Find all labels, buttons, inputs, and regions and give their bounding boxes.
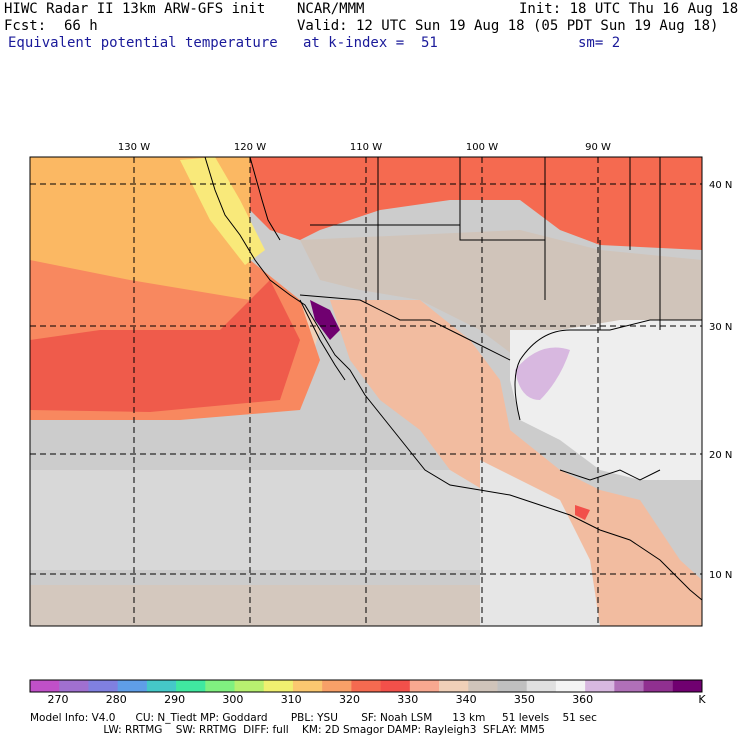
field-name: Equivalent potential temperature — [8, 35, 278, 51]
lat-label: 40 N — [709, 180, 732, 191]
colorbar-tick-label: 340 — [455, 693, 477, 706]
model-info-line1: Model Info: V4.0 CU: N_Tiedt MP: Goddard… — [30, 712, 597, 724]
lat-label: 30 N — [709, 322, 732, 333]
colorbar-swatch — [526, 680, 557, 692]
colorbar-swatch — [439, 680, 469, 692]
org-label: NCAR/MMM — [297, 1, 365, 17]
land-north-red — [250, 157, 702, 250]
lon-label: 120 W — [234, 142, 266, 153]
colorbar-swatch — [146, 680, 177, 692]
colorbar-swatch — [351, 680, 382, 692]
colorbar-tick-label: 350 — [513, 693, 535, 706]
map-field — [30, 157, 702, 626]
colorbar-tick-label: 270 — [47, 693, 69, 706]
colorbar-swatch — [380, 680, 411, 692]
baja-purple-hotspot — [310, 300, 340, 340]
colorbar-swatch — [672, 680, 703, 692]
colorbar-swatch — [614, 680, 645, 692]
colorbar-tick-label: 330 — [397, 693, 419, 706]
guatemala-hotspot — [575, 505, 590, 520]
colorbar-swatch — [585, 680, 615, 692]
colorbar-tick-label: 300 — [222, 693, 244, 706]
colorbar-tick-label: 320 — [339, 693, 360, 706]
lon-label: 110 W — [350, 142, 382, 153]
lon-label: 130 W — [118, 142, 150, 153]
colorbar-swatch — [468, 680, 498, 692]
pacific-white-patch — [480, 460, 600, 626]
latlon-grid — [30, 157, 702, 626]
colorbar-swatch — [88, 680, 119, 692]
colorbar-swatch — [409, 680, 440, 692]
model-info-line2: LW: RRTMG SW: RRTMG DIFF: full KM: 2D Sm… — [30, 724, 545, 736]
colorbar-tick-label: 290 — [164, 693, 186, 706]
colorbar-swatch — [497, 680, 528, 692]
colorbar-swatch — [292, 680, 323, 692]
smoothing-info: sm= 2 — [578, 35, 621, 51]
colorbar-swatch — [176, 680, 206, 692]
colorbar-swatch — [234, 680, 265, 692]
fcst-value: 66 h — [64, 18, 98, 34]
colorbar-tick-label: 280 — [105, 693, 127, 706]
lat-label: 10 N — [709, 570, 732, 581]
colorbar-tick-label: 360 — [572, 693, 594, 706]
valid-time: Valid: 12 UTC Sun 19 Aug 18 (05 PDT Sun … — [297, 18, 719, 34]
colorbar-swatch — [263, 680, 294, 692]
colorbar-swatch — [322, 680, 352, 692]
level-info: at k-index = 51 — [303, 35, 438, 51]
gulf-purple-patch — [515, 347, 570, 400]
colorbar — [29, 679, 703, 693]
map-frame — [29, 156, 703, 627]
colorbar-tick-label: 310 — [280, 693, 302, 706]
colorbar-swatch — [643, 680, 674, 692]
lon-label: 90 W — [585, 142, 611, 153]
colorbar-frame — [29, 679, 703, 693]
init-time: Init: 18 UTC Thu 16 Aug 18 — [519, 1, 739, 17]
ocean-light-band — [30, 470, 480, 570]
colorbar-swatch — [30, 680, 60, 692]
colorbar-swatch — [555, 680, 586, 692]
colorbar-unit: K — [698, 693, 706, 706]
land-mexico-tan — [330, 300, 702, 626]
colorbar-swatch — [117, 680, 148, 692]
ocean-red-band — [30, 280, 300, 412]
coastlines — [204, 157, 702, 601]
fcst-label: Fcst: — [4, 18, 47, 34]
colorbar-swatch — [205, 680, 236, 692]
lat-label: 20 N — [709, 450, 732, 461]
ocean-lightorange-region — [30, 157, 250, 300]
lon-label: 100 W — [466, 142, 498, 153]
model-title: HIWC Radar II 13km ARW-GFS init — [4, 1, 266, 17]
colorbar-swatch — [59, 680, 89, 692]
